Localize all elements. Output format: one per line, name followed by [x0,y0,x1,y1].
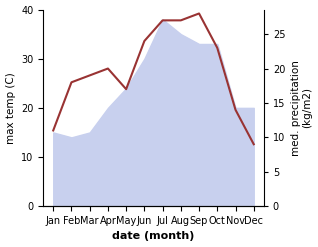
Y-axis label: max temp (C): max temp (C) [5,72,16,144]
Y-axis label: med. precipitation
(kg/m2): med. precipitation (kg/m2) [291,60,313,156]
X-axis label: date (month): date (month) [112,231,195,242]
